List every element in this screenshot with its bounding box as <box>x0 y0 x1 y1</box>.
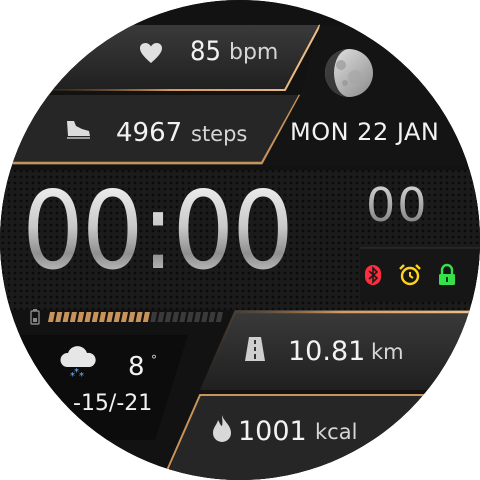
calories-unit: kcal <box>315 420 358 444</box>
time-seconds: 00 <box>366 178 429 232</box>
temperature-value: 8 <box>128 352 145 382</box>
battery-segment <box>164 312 172 322</box>
battery-segment <box>106 312 114 322</box>
battery-segment <box>128 312 136 322</box>
moon-phase-icon <box>325 49 373 97</box>
time-hours-minutes: 00:00 <box>22 169 294 294</box>
alarm-icon <box>399 264 421 286</box>
temperature-degree: ° <box>151 353 157 367</box>
battery-segment <box>179 312 187 322</box>
distance-value: 10.81 <box>288 336 366 367</box>
heart-rate-unit: bpm <box>229 40 279 65</box>
battery-segment <box>121 312 128 322</box>
road-icon <box>245 337 265 361</box>
battery-segment <box>135 312 143 322</box>
steps-unit: steps <box>191 122 248 146</box>
steps-value: 4967 <box>116 118 183 148</box>
svg-text:*: * <box>79 371 84 381</box>
battery-segment <box>91 312 99 322</box>
distance-unit: km <box>371 340 404 364</box>
battery-segment <box>194 312 201 322</box>
steps-panel <box>0 95 300 165</box>
snow-cloud-icon: * * * <box>60 346 96 381</box>
battery-segment <box>142 312 150 322</box>
battery-segment <box>99 312 107 322</box>
heart-icon <box>140 43 162 63</box>
date-label: MON 22 JAN <box>290 118 440 146</box>
lock-icon <box>439 263 455 285</box>
heart-rate-panel <box>0 25 320 90</box>
distance-panel <box>200 310 480 390</box>
battery-segment <box>150 312 158 322</box>
battery-segment <box>186 312 194 322</box>
weather-panel <box>0 335 188 440</box>
battery-segment <box>157 312 165 322</box>
svg-text:*: * <box>70 371 75 381</box>
svg-text:*: * <box>74 367 79 378</box>
calories-value: 1001 <box>238 416 307 447</box>
flame-icon <box>213 415 231 442</box>
battery-segment <box>55 312 63 322</box>
bluetooth-icon <box>365 265 381 285</box>
battery-segment <box>84 312 92 322</box>
battery-level-bar <box>48 312 223 322</box>
battery-segment <box>113 312 121 322</box>
shoe-icon <box>67 121 90 139</box>
battery-segment <box>215 312 223 322</box>
battery-segment <box>201 312 209 322</box>
temperature-range: -15/-21 <box>73 391 153 416</box>
heart-rate-value: 85 <box>190 36 221 67</box>
battery-segment <box>172 312 180 322</box>
calories-panel <box>165 395 480 480</box>
battery-segment <box>208 312 216 322</box>
battery-segment <box>77 312 85 322</box>
battery-segment <box>69 312 77 322</box>
battery-icon <box>30 309 40 325</box>
battery-segment <box>62 312 70 322</box>
battery-segment <box>48 312 55 322</box>
